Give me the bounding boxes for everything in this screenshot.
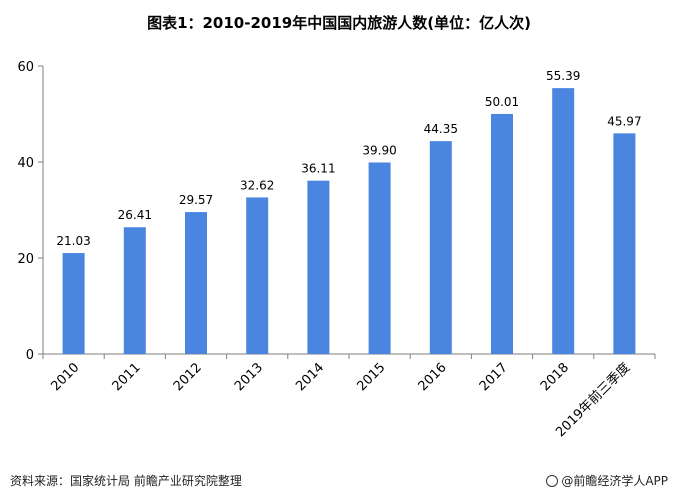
y-tick-label: 60	[17, 60, 34, 75]
brand-logo-icon	[546, 475, 559, 487]
x-axis: 2010 2011 2012 2013 2014 2015 2016 2017 20182019…	[42, 353, 656, 440]
bar	[185, 212, 207, 354]
data-label: 45.97	[607, 114, 641, 128]
bar	[123, 227, 146, 354]
source-note: 资料来源：国家统计局 前瞻产业研究院整理	[10, 474, 242, 488]
value-labels: 21.03 26.41 29.57 32.62 36.11 39.90 44.35 50.01…	[56, 69, 641, 248]
chart-title: 图表1：2010-2019年中国国内旅游人数(单位：亿人次)	[147, 14, 531, 32]
data-label: 21.03	[56, 234, 90, 248]
data-label: 32.62	[240, 178, 274, 192]
bar	[246, 197, 269, 354]
data-label: 44.35	[424, 122, 458, 136]
y-tick-label: 20	[17, 252, 34, 267]
data-label: 55.39	[546, 69, 580, 83]
data-label: 50.01	[485, 95, 519, 109]
brand-credit: @前瞻经济学人APP	[546, 472, 668, 489]
y-tick-label: 0	[26, 348, 34, 363]
bar	[552, 88, 575, 355]
x-tick-label: 2014	[293, 360, 327, 394]
bar	[307, 180, 330, 354]
bar	[62, 253, 85, 354]
x-tick-label: 2012	[171, 360, 205, 394]
bar	[491, 113, 513, 355]
x-tick-label: 2018	[538, 360, 572, 394]
x-tick-label: 2010	[48, 360, 82, 394]
data-label: 26.41	[118, 208, 152, 222]
data-label: 29.57	[179, 193, 213, 207]
data-label: 39.90	[362, 143, 396, 157]
bars	[62, 88, 636, 355]
x-tick-label: 2016	[416, 360, 450, 394]
y-tick-label: 40	[17, 156, 34, 171]
x-tick-label: 2017	[477, 360, 511, 394]
bar	[613, 133, 636, 354]
x-tick-label: 2011	[110, 360, 144, 394]
data-label: 36.11	[301, 162, 335, 176]
x-tick-label: 2013	[232, 360, 266, 394]
bar	[429, 141, 452, 354]
bar	[368, 162, 391, 354]
y-axis: 0 20 40 60	[17, 60, 44, 363]
x-tick-label: 2015	[354, 360, 388, 394]
brand-text: @前瞻经济学人APP	[561, 474, 668, 488]
